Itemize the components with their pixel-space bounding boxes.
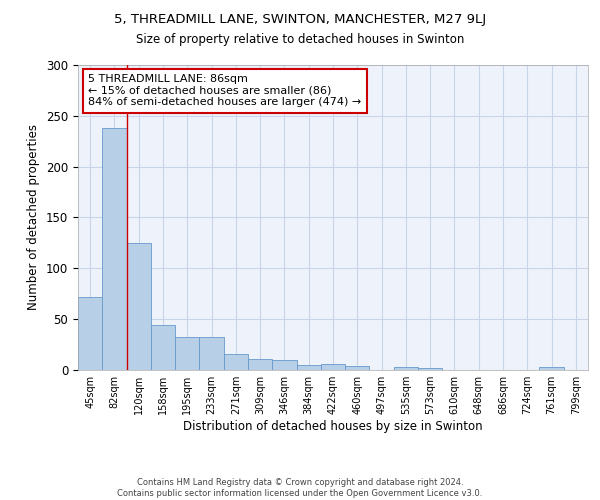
Bar — [78, 297, 102, 370]
Text: 5 THREADMILL LANE: 86sqm
← 15% of detached houses are smaller (86)
84% of semi-d: 5 THREADMILL LANE: 86sqm ← 15% of detach… — [88, 74, 361, 108]
Y-axis label: Number of detached properties: Number of detached properties — [28, 124, 40, 310]
Bar — [151, 326, 175, 370]
Bar — [224, 354, 248, 370]
Bar — [272, 360, 296, 370]
Bar — [199, 338, 224, 370]
Bar — [418, 368, 442, 370]
Bar — [248, 359, 272, 370]
Text: Size of property relative to detached houses in Swinton: Size of property relative to detached ho… — [136, 32, 464, 46]
Bar — [102, 128, 127, 370]
Bar — [321, 364, 345, 370]
Bar — [175, 338, 199, 370]
Bar — [539, 367, 564, 370]
Bar — [394, 367, 418, 370]
Text: 5, THREADMILL LANE, SWINTON, MANCHESTER, M27 9LJ: 5, THREADMILL LANE, SWINTON, MANCHESTER,… — [114, 12, 486, 26]
Bar — [296, 365, 321, 370]
X-axis label: Distribution of detached houses by size in Swinton: Distribution of detached houses by size … — [183, 420, 483, 433]
Bar — [345, 366, 370, 370]
Text: Contains HM Land Registry data © Crown copyright and database right 2024.
Contai: Contains HM Land Registry data © Crown c… — [118, 478, 482, 498]
Bar — [127, 243, 151, 370]
